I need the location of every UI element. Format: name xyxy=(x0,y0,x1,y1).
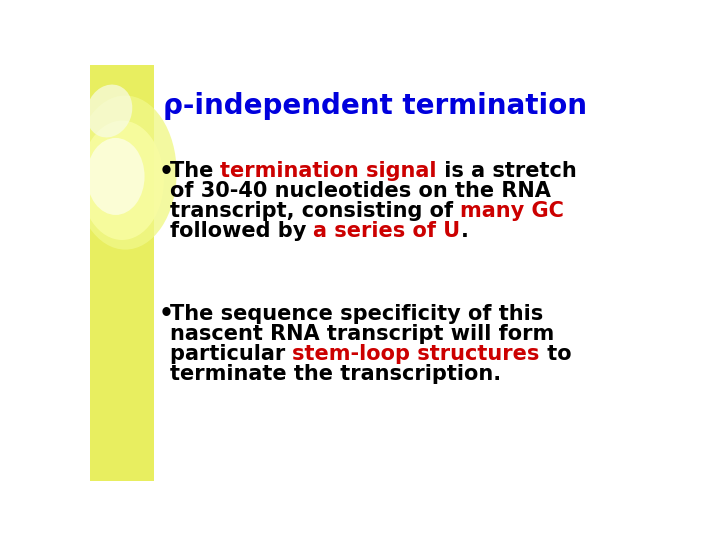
Text: particular: particular xyxy=(170,343,292,363)
Ellipse shape xyxy=(81,120,163,240)
Bar xyxy=(90,65,154,481)
Text: transcript, consisting of: transcript, consisting of xyxy=(170,201,460,221)
Text: to: to xyxy=(539,343,571,363)
Text: nascent RNA transcript will form: nascent RNA transcript will form xyxy=(170,323,554,343)
Text: termination signal: termination signal xyxy=(220,161,437,181)
Text: The: The xyxy=(170,161,220,181)
Text: •: • xyxy=(159,159,174,184)
Text: ρ-independent termination: ρ-independent termination xyxy=(163,92,588,120)
Ellipse shape xyxy=(74,96,176,249)
Ellipse shape xyxy=(86,85,132,138)
Text: is a stretch: is a stretch xyxy=(437,161,577,181)
Text: terminate the transcription.: terminate the transcription. xyxy=(170,363,501,383)
Text: The sequence specificity of this: The sequence specificity of this xyxy=(170,303,543,323)
Text: •: • xyxy=(159,302,174,326)
Text: stem-loop structures: stem-loop structures xyxy=(292,343,539,363)
Text: of 30-40 nucleotides on the RNA: of 30-40 nucleotides on the RNA xyxy=(170,181,551,201)
Text: followed by: followed by xyxy=(170,221,313,241)
Text: a series of U: a series of U xyxy=(313,221,460,241)
Text: .: . xyxy=(460,221,468,241)
Text: many GC: many GC xyxy=(460,201,564,221)
Ellipse shape xyxy=(87,138,145,215)
